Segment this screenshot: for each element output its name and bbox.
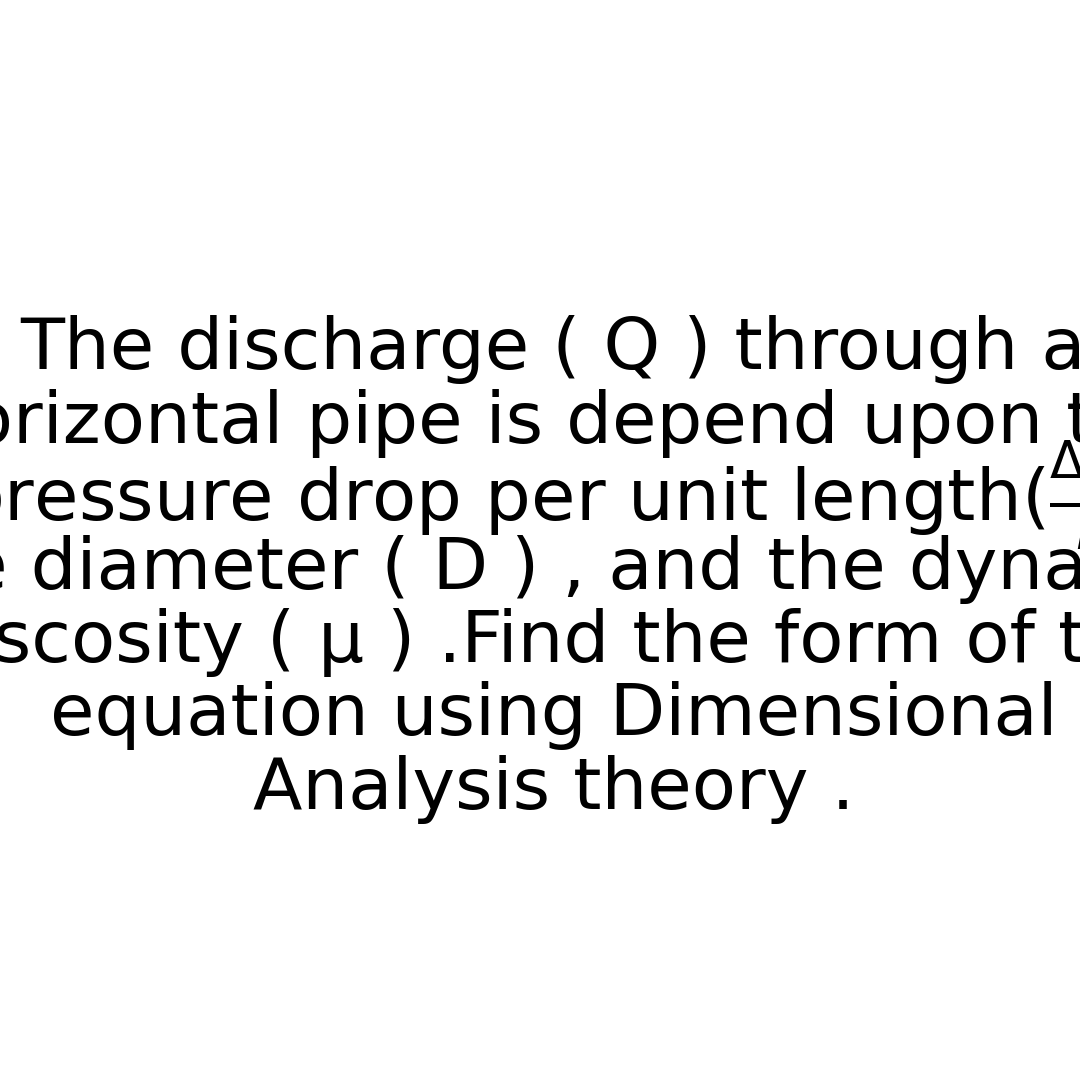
- Text: pressure drop per unit length($\frac{\Delta p}{l}$): pressure drop per unit length($\frac{\De…: [0, 440, 1080, 553]
- Text: viscosity ( μ ) .Find the form of the: viscosity ( μ ) .Find the form of the: [0, 608, 1080, 677]
- Text: the diameter ( D ) , and the dynamic: the diameter ( D ) , and the dynamic: [0, 535, 1080, 604]
- Text: equation using Dimensional: equation using Dimensional: [50, 681, 1057, 751]
- Text: horizontal pipe is depend upon the: horizontal pipe is depend upon the: [0, 389, 1080, 458]
- Text: The discharge ( Q ) through a: The discharge ( Q ) through a: [21, 315, 1080, 384]
- Text: Analysis theory .: Analysis theory .: [253, 755, 854, 824]
